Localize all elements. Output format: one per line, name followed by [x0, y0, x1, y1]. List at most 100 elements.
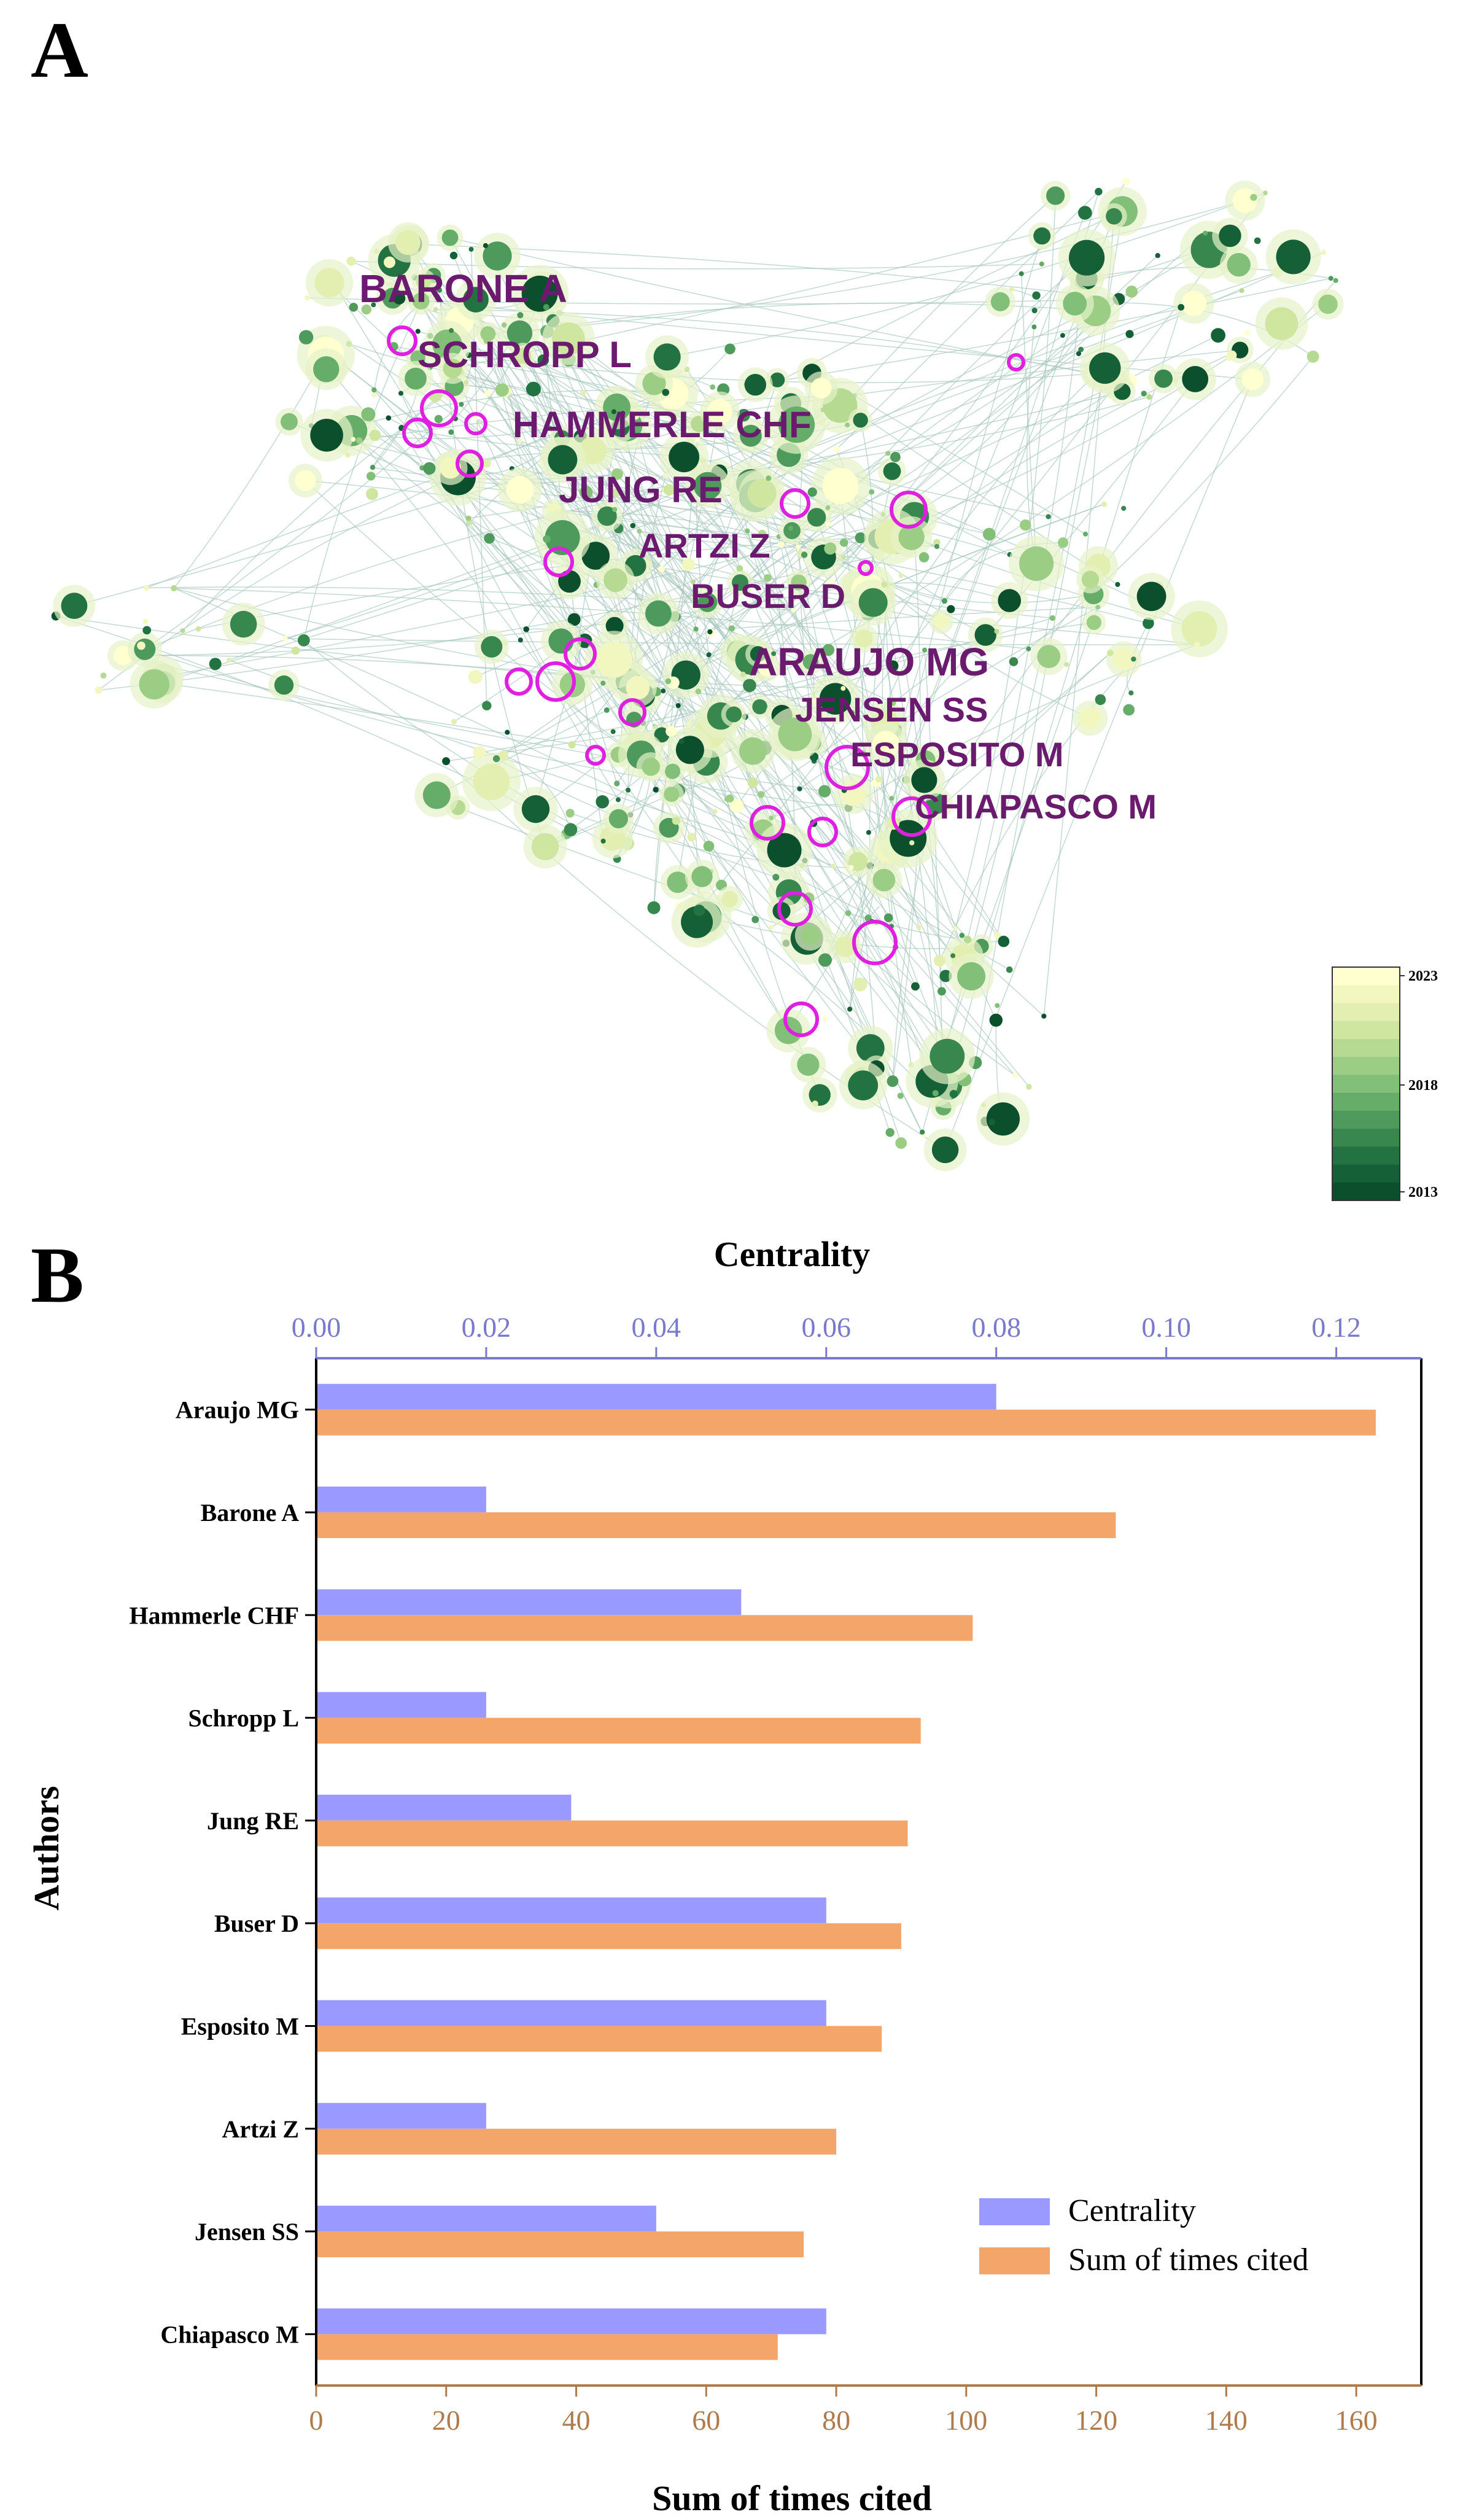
network-node — [371, 392, 377, 398]
network-node — [1141, 391, 1147, 397]
centrality-ring — [858, 560, 874, 576]
network-node — [911, 767, 937, 793]
network-node — [498, 750, 509, 761]
citations-bar — [316, 2026, 882, 2052]
bottom-axis-title: Sum of times cited — [652, 2478, 932, 2518]
network-node — [1241, 368, 1264, 391]
network-node — [994, 629, 999, 634]
network-node — [845, 910, 852, 916]
network-node — [393, 292, 406, 305]
network-node — [694, 437, 700, 442]
centrality-ring — [535, 661, 576, 702]
network-edge — [533, 389, 648, 564]
category-label: Barone A — [201, 1499, 300, 1526]
network-node — [841, 555, 847, 561]
centrality-ring — [891, 796, 932, 837]
network-node — [963, 935, 972, 944]
network-node — [989, 1013, 1003, 1027]
network-node — [514, 348, 532, 364]
network-node — [939, 970, 952, 982]
network-node — [848, 1070, 879, 1101]
network-node — [840, 686, 846, 691]
network-node — [875, 776, 882, 783]
network-node — [443, 359, 463, 378]
network-node — [1019, 271, 1024, 276]
network-node — [600, 680, 606, 686]
bar-chart: Centrality Sum of times cited Authors Ar… — [26, 1234, 1422, 2518]
network-edge — [468, 391, 1123, 519]
network-node — [386, 415, 392, 421]
network-node — [459, 402, 464, 407]
network-node — [1122, 177, 1130, 185]
network-edge — [944, 379, 1253, 1150]
network-node — [920, 1129, 925, 1135]
network-node — [142, 626, 152, 635]
network-node — [937, 987, 946, 996]
category-label: Schropp L — [188, 1705, 299, 1732]
network-node — [1049, 615, 1055, 621]
network-node — [139, 669, 169, 700]
network-node — [274, 675, 294, 695]
network-node — [895, 1137, 907, 1149]
network-label: BUSER D — [691, 577, 845, 615]
network-node — [608, 809, 629, 828]
y-axis-title: Authors — [26, 1786, 66, 1910]
network-node — [371, 302, 376, 308]
network-node — [663, 484, 675, 496]
network-edge — [144, 403, 462, 650]
network-edge — [144, 648, 849, 809]
network-node — [495, 383, 509, 397]
network-node — [374, 249, 379, 254]
category-label: Chiapasco M — [160, 2320, 299, 2348]
category-label: Jung RE — [207, 1807, 299, 1835]
network-node — [897, 1092, 904, 1099]
network-node — [195, 626, 201, 632]
colorbar-segment — [1332, 1021, 1400, 1040]
network-node — [957, 962, 986, 990]
network-node — [422, 781, 451, 809]
network-node — [687, 833, 696, 842]
bottom-axis-tick-label: 120 — [1075, 2405, 1117, 2436]
centrality-ring — [783, 1001, 819, 1037]
centrality-bar — [316, 1486, 486, 1512]
network-edge — [409, 243, 1119, 300]
network-node — [703, 841, 715, 852]
legend-swatch — [979, 2198, 1050, 2225]
network-node — [483, 243, 489, 249]
network-node — [1155, 253, 1160, 259]
colorbar-segment — [1332, 1057, 1400, 1075]
network-node — [517, 438, 522, 443]
network-node — [1101, 501, 1108, 507]
network-node — [947, 605, 955, 613]
network-node — [543, 304, 549, 311]
network-node — [521, 795, 550, 823]
network-node — [1064, 662, 1069, 667]
network-edge — [755, 278, 1331, 386]
citations-bar — [316, 1512, 1116, 1538]
category-label: Buser D — [214, 1910, 299, 1937]
network-node — [230, 610, 257, 638]
network-label: HAMMERLE CHF — [513, 404, 812, 445]
colorbar-tick-label: 2018 — [1408, 1078, 1438, 1094]
network-node — [1219, 224, 1241, 247]
network-node — [345, 453, 351, 458]
network-node — [982, 527, 996, 541]
top-axis-tick-label: 0.08 — [971, 1312, 1021, 1343]
category-label: Artzi Z — [222, 2115, 299, 2143]
network-node — [934, 543, 940, 550]
network-edge — [174, 588, 1029, 650]
network-node — [134, 638, 156, 660]
network-node — [766, 475, 772, 481]
network-node — [697, 593, 718, 612]
top-axis-tick-label: 0.12 — [1311, 1312, 1361, 1343]
network-node — [772, 902, 791, 920]
network-node — [694, 472, 722, 500]
network-node — [567, 424, 573, 430]
network-node — [1095, 187, 1103, 196]
network-node — [467, 519, 473, 526]
centrality-ring — [456, 449, 484, 478]
network-node — [812, 1100, 818, 1107]
network-node — [371, 387, 377, 393]
network-node — [740, 424, 762, 447]
network-edge — [198, 537, 861, 630]
